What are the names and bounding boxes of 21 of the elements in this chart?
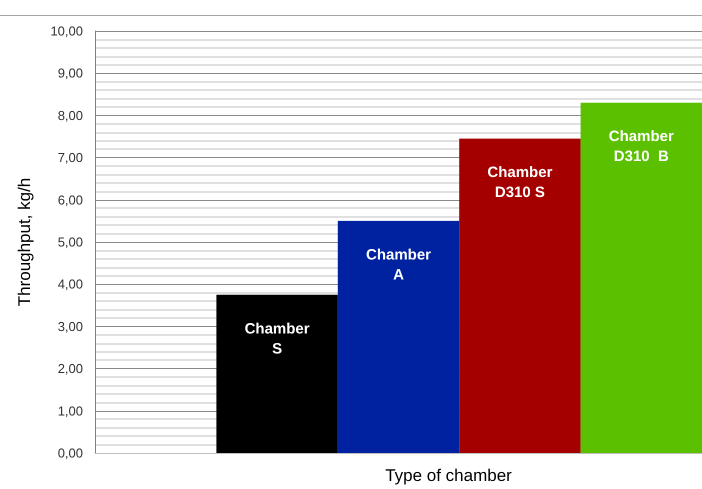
y-tick-label: 4,00 [58,276,83,292]
y-tick-label: 8,00 [58,108,83,123]
bar [580,102,702,453]
bar [216,294,338,453]
bar [338,220,460,453]
y-tick-label: 5,00 [58,234,83,250]
x-axis-title: Type of chamber [385,466,512,485]
y-tick-label: 0,00 [58,446,83,460]
bar [459,138,581,453]
y-tick-label: 7,00 [58,150,83,166]
y-tick-label: 10,00 [50,24,83,38]
x-tick-label: Chamber A [366,246,432,284]
x-tick-label: Chamber D310 B [608,128,674,166]
y-tick-label: 1,00 [58,403,83,418]
y-tick-label: 6,00 [58,192,83,208]
y-tick-label: 9,00 [58,66,83,81]
y-axis-title: Throughput, kg/h [15,178,34,306]
y-tick-label: 3,00 [58,318,83,334]
y-tick-label: 2,00 [58,361,83,376]
x-tick-label: Chamber D310 S [487,164,553,202]
x-tick-label: Chamber S [244,320,310,358]
